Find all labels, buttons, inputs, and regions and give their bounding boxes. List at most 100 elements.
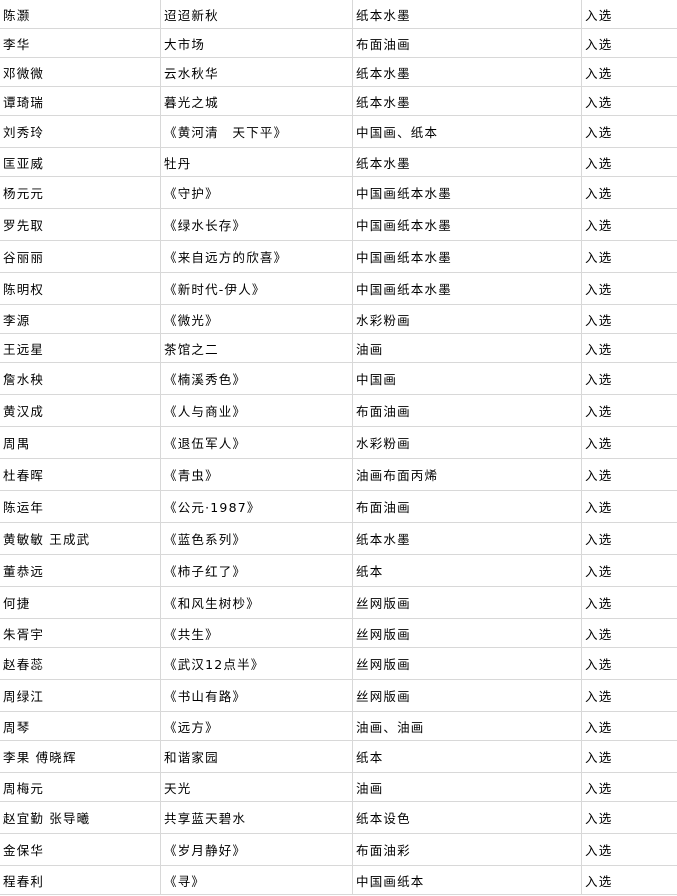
medium-cell: 丝网版画 [352,586,582,619]
result-cell: 入选 [581,362,677,395]
table-row: 朱胥宇 《共生》 丝网版画 入选 [0,618,677,648]
title-cell: 《青虫》 [160,458,353,491]
table-row: 李源 《微光》 水彩粉画 入选 [0,304,677,334]
result-cell: 入选 [581,240,677,273]
title-cell: 牡丹 [160,147,353,177]
title-cell: 《微光》 [160,304,353,334]
medium-cell: 中国画纸本水墨 [352,208,582,241]
title-cell: 《寻》 [160,865,353,895]
table-row: 赵宜勤 张导曦 共享蓝天碧水 纸本设色 入选 [0,801,677,834]
medium-cell: 丝网版画 [352,647,582,680]
result-cell: 入选 [581,304,677,334]
artist-cell: 杜春晖 [0,458,161,491]
artist-cell: 周禺 [0,426,161,459]
medium-cell: 纸本水墨 [352,522,582,555]
result-cell: 入选 [581,490,677,523]
medium-cell: 布面油彩 [352,833,582,866]
title-cell: 《来自远方的欣喜》 [160,240,353,273]
table-row: 黄敏敏 王成武 《蓝色系列》 纸本水墨 入选 [0,522,677,555]
table-row: 周梅元 天光 油画 入选 [0,772,677,802]
title-cell: 天光 [160,772,353,802]
medium-cell: 中国画 [352,362,582,395]
table-row: 匡亚威 牡丹 纸本水墨 入选 [0,147,677,177]
result-cell: 入选 [581,86,677,116]
table-row: 赵春蕊 《武汉12点半》 丝网版画 入选 [0,647,677,680]
result-cell: 入选 [581,426,677,459]
title-cell: 《书山有路》 [160,679,353,712]
table-row: 陈运年 《公元·1987》 布面油画 入选 [0,490,677,523]
title-cell: 《岁月静好》 [160,833,353,866]
medium-cell: 纸本水墨 [352,0,582,29]
result-cell: 入选 [581,57,677,87]
title-cell: 《人与商业》 [160,394,353,427]
medium-cell: 油画、油画 [352,711,582,741]
artist-cell: 谷丽丽 [0,240,161,273]
artist-cell: 金保华 [0,833,161,866]
title-cell: 《新时代-伊人》 [160,272,353,305]
medium-cell: 中国画纸本 [352,865,582,895]
artist-cell: 李华 [0,28,161,58]
title-cell: 暮光之城 [160,86,353,116]
title-cell: 和谐家园 [160,740,353,773]
result-cell: 入选 [581,0,677,29]
artist-cell: 周绿江 [0,679,161,712]
result-cell: 入选 [581,586,677,619]
table-row: 王远星 茶馆之二 油画 入选 [0,333,677,363]
medium-cell: 纸本 [352,740,582,773]
artist-cell: 詹水秧 [0,362,161,395]
result-cell: 入选 [581,272,677,305]
table-row: 罗先取 《绿水长存》 中国画纸本水墨 入选 [0,208,677,241]
title-cell: 《和风生树杪》 [160,586,353,619]
table-row: 谭琦瑞 暮光之城 纸本水墨 入选 [0,86,677,116]
medium-cell: 中国画纸本水墨 [352,240,582,273]
result-cell: 入选 [581,618,677,648]
table-row: 程春利 《寻》 中国画纸本 入选 [0,865,677,895]
artist-cell: 朱胥宇 [0,618,161,648]
title-cell: 《守护》 [160,176,353,209]
table-row: 陈明权 《新时代-伊人》 中国画纸本水墨 入选 [0,272,677,305]
result-cell: 入选 [581,679,677,712]
artist-cell: 陈灏 [0,0,161,29]
medium-cell: 水彩粉画 [352,304,582,334]
medium-cell: 布面油画 [352,28,582,58]
result-cell: 入选 [581,522,677,555]
artist-cell: 黄敏敏 王成武 [0,522,161,555]
table-row: 詹水秧 《楠溪秀色》 中国画 入选 [0,362,677,395]
result-cell: 入选 [581,801,677,834]
title-cell: 大市场 [160,28,353,58]
title-cell: 《绿水长存》 [160,208,353,241]
table-row: 刘秀玲 《黄河清 天下平》 中国画、纸本 入选 [0,115,677,148]
result-cell: 入选 [581,333,677,363]
result-cell: 入选 [581,711,677,741]
artist-cell: 谭琦瑞 [0,86,161,116]
result-cell: 入选 [581,147,677,177]
title-cell: 《黄河清 天下平》 [160,115,353,148]
artist-cell: 周梅元 [0,772,161,802]
medium-cell: 油画 [352,333,582,363]
table-row: 金保华 《岁月静好》 布面油彩 入选 [0,833,677,866]
result-cell: 入选 [581,28,677,58]
title-cell: 《远方》 [160,711,353,741]
title-cell: 共享蓝天碧水 [160,801,353,834]
medium-cell: 布面油画 [352,490,582,523]
table-row: 陈灏 迢迢新秋 纸本水墨 入选 [0,0,677,29]
medium-cell: 中国画纸本水墨 [352,272,582,305]
table-row: 杨元元 《守护》 中国画纸本水墨 入选 [0,176,677,209]
medium-cell: 纸本水墨 [352,57,582,87]
artist-cell: 李果 傅晓辉 [0,740,161,773]
medium-cell: 纸本设色 [352,801,582,834]
artist-cell: 何捷 [0,586,161,619]
artist-cell: 黄汉成 [0,394,161,427]
title-cell: 茶馆之二 [160,333,353,363]
table-row: 何捷 《和风生树杪》 丝网版画 入选 [0,586,677,619]
result-cell: 入选 [581,833,677,866]
table-row: 李果 傅晓辉 和谐家园 纸本 入选 [0,740,677,773]
result-cell: 入选 [581,458,677,491]
artist-cell: 杨元元 [0,176,161,209]
medium-cell: 油画布面丙烯 [352,458,582,491]
medium-cell: 中国画纸本水墨 [352,176,582,209]
title-cell: 《共生》 [160,618,353,648]
result-cell: 入选 [581,394,677,427]
